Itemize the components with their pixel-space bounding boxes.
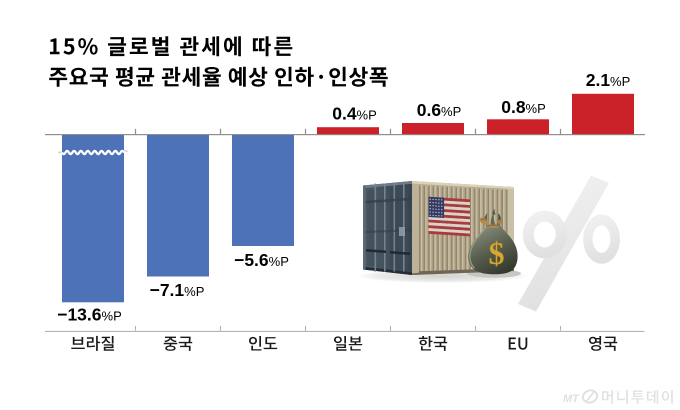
svg-text:−7.1%P: −7.1%P — [150, 280, 205, 300]
svg-text:−5.6%P: −5.6%P — [234, 250, 289, 270]
svg-text:0.6%P: 0.6%P — [417, 100, 462, 120]
svg-text:−13.6%P: −13.6%P — [57, 305, 122, 325]
svg-text:$: $ — [489, 235, 505, 271]
svg-text:0.8%P: 0.8%P — [501, 97, 546, 117]
svg-text:MT: MT — [563, 393, 580, 405]
svg-text:2.1%P: 2.1%P — [586, 70, 631, 90]
svg-text:0.4%P: 0.4%P — [332, 104, 377, 124]
